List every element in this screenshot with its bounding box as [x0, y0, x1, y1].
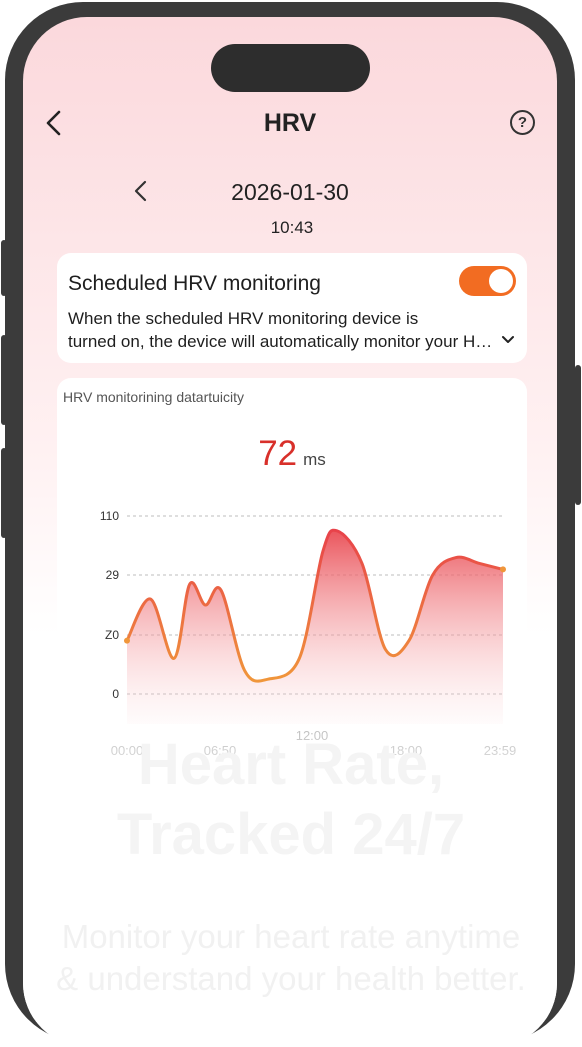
chevron-left-icon	[46, 110, 61, 136]
current-time: 10:43	[270, 218, 314, 237]
promo-subtitle-line-1: Monitor your heart rate anytime	[61, 918, 521, 955]
promo-subtitle: Monitor your heart rate anytime & unders…	[0, 916, 582, 1000]
y-tick-label: 110	[100, 509, 119, 523]
monitoring-title: Scheduled HRV monitoring	[68, 272, 321, 295]
chart-label: HRV monitorining datartuicity	[63, 389, 245, 405]
hrv-value-unit: ms	[303, 450, 326, 469]
hrv-series-line	[125, 528, 505, 683]
question-circle-icon[interactable]: ?	[510, 110, 535, 135]
back-button[interactable]	[41, 109, 69, 137]
phone-side-button-left-1	[1, 240, 7, 296]
phone-side-button-left-2	[1, 335, 7, 425]
promo-headline: Heart Rate, Tracked 24/7	[0, 730, 582, 870]
y-tick-label: 29	[106, 568, 120, 582]
hrv-point	[500, 566, 506, 573]
phone-screen: HRV ? 2026-01-30 10:43 Scheduled HRV mon…	[23, 17, 557, 1047]
help-glyph: ?	[517, 114, 528, 131]
monitoring-toggle[interactable]	[459, 266, 516, 296]
hrv-value: 72 ms	[57, 434, 527, 474]
chevron-left-icon	[134, 180, 147, 202]
scheduled-monitoring-card: Scheduled HRV monitoring When the schedu…	[57, 253, 527, 363]
hrv-area-fill	[127, 530, 503, 724]
bottom-fade-overlay	[23, 707, 557, 1022]
phone-side-button-right	[575, 365, 581, 505]
toggle-knob	[489, 269, 513, 293]
description-line-1: When the scheduled HRV monitoring device…	[68, 309, 419, 328]
description-line-2: turned on, the device will automatically…	[68, 332, 498, 351]
y-tick-label: 0	[112, 687, 119, 701]
promo-headline-line-1: Heart Rate,	[137, 732, 445, 797]
dynamic-island	[211, 44, 370, 92]
hrv-value-number: 72	[258, 434, 298, 473]
hrv-point	[124, 637, 130, 644]
current-date: 2026-01-30	[231, 179, 349, 205]
previous-date-button[interactable]	[131, 179, 151, 203]
monitoring-description: When the scheduled HRV monitoring device…	[68, 307, 498, 353]
phone-side-button-left-3	[1, 448, 7, 538]
chevron-down-icon[interactable]	[500, 333, 516, 347]
promo-headline-line-2: Tracked 24/7	[116, 802, 466, 867]
y-tick-label: Z0	[105, 628, 119, 642]
promo-subtitle-line-2: & understand your health better.	[56, 960, 526, 997]
page-title: HRV	[263, 109, 317, 137]
